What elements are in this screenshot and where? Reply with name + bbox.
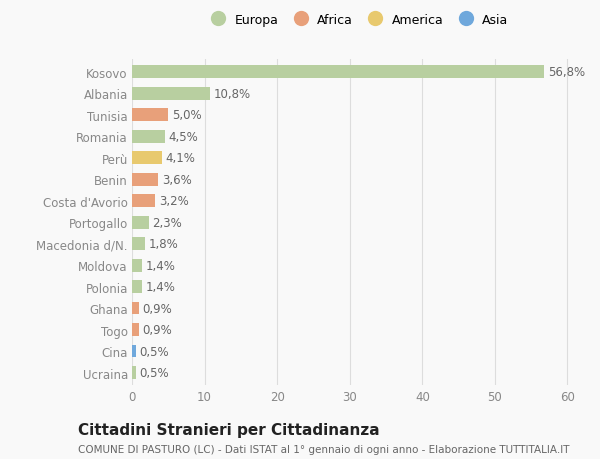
Text: Cittadini Stranieri per Cittadinanza: Cittadini Stranieri per Cittadinanza — [78, 422, 380, 437]
Text: 0,5%: 0,5% — [139, 345, 169, 358]
Text: 1,4%: 1,4% — [146, 280, 176, 293]
Text: 2,3%: 2,3% — [152, 216, 182, 229]
Bar — [132, 109, 168, 122]
Bar — [132, 88, 211, 101]
Bar — [132, 366, 136, 379]
Bar — [132, 216, 149, 229]
Text: 0,5%: 0,5% — [139, 366, 169, 379]
Text: 5,0%: 5,0% — [172, 109, 202, 122]
Bar — [132, 152, 162, 165]
Bar — [132, 174, 158, 186]
Text: 3,2%: 3,2% — [159, 195, 188, 207]
Text: COMUNE DI PASTURO (LC) - Dati ISTAT al 1° gennaio di ogni anno - Elaborazione TU: COMUNE DI PASTURO (LC) - Dati ISTAT al 1… — [78, 444, 569, 454]
Bar — [132, 302, 139, 315]
Legend: Europa, Africa, America, Asia: Europa, Africa, America, Asia — [206, 14, 508, 27]
Text: 1,4%: 1,4% — [146, 259, 176, 272]
Text: 56,8%: 56,8% — [548, 66, 585, 79]
Text: 4,5%: 4,5% — [168, 130, 198, 143]
Bar — [132, 195, 155, 207]
Bar — [132, 280, 142, 293]
Text: 0,9%: 0,9% — [142, 323, 172, 336]
Text: 1,8%: 1,8% — [149, 238, 178, 251]
Bar — [132, 130, 164, 143]
Text: 10,8%: 10,8% — [214, 88, 251, 101]
Text: 3,6%: 3,6% — [162, 173, 191, 186]
Bar — [132, 345, 136, 358]
Bar — [132, 238, 145, 251]
Bar — [132, 324, 139, 336]
Bar — [132, 66, 544, 79]
Text: 0,9%: 0,9% — [142, 302, 172, 315]
Text: 4,1%: 4,1% — [166, 152, 195, 165]
Bar — [132, 259, 142, 272]
